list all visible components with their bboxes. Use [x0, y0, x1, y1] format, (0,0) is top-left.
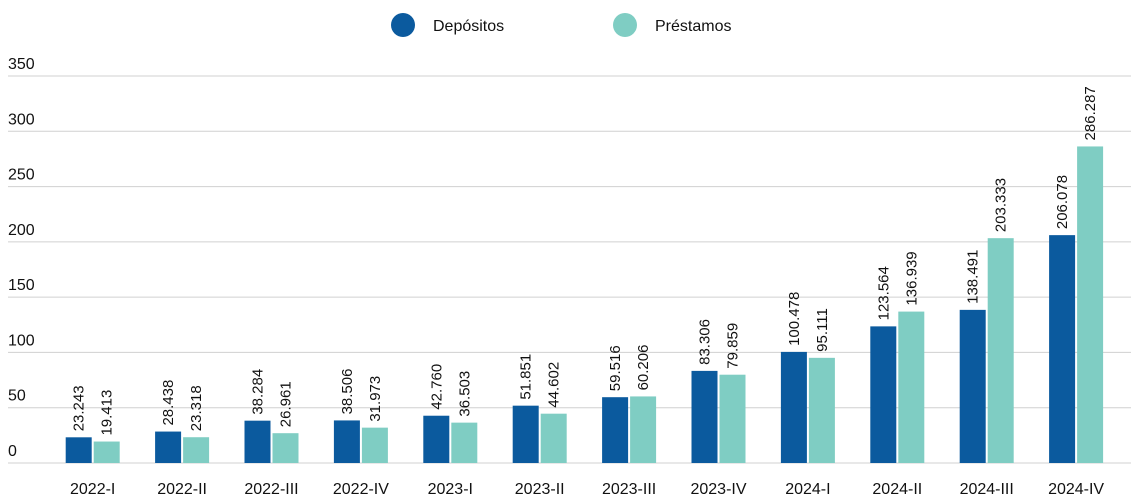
bar: [451, 422, 478, 463]
value-label: 31.973: [367, 376, 384, 422]
value-label: 123.564: [875, 266, 892, 320]
x-tick-label: 2023-I: [428, 481, 473, 498]
x-tick-label: 2022-II: [157, 481, 207, 498]
legend-swatch: [613, 13, 637, 37]
value-label: 23.243: [71, 385, 88, 431]
value-label: 136.939: [903, 251, 920, 305]
bar: [93, 441, 120, 463]
bar: [808, 357, 835, 463]
value-label: 38.506: [339, 369, 356, 415]
bar: [65, 437, 92, 463]
x-tick-label: 2023-III: [602, 481, 656, 498]
x-tick-label: 2022-IV: [333, 481, 389, 498]
x-tick-label: 2024-I: [785, 481, 830, 498]
bar: [602, 397, 629, 463]
value-label: 38.284: [250, 369, 267, 415]
bar: [361, 427, 388, 463]
x-tick-label: 2023-IV: [690, 481, 746, 498]
value-label: 19.413: [99, 390, 116, 436]
value-label: 59.516: [607, 345, 624, 391]
value-label: 286.287: [1082, 86, 1099, 140]
bar: [155, 431, 182, 463]
value-label: 79.859: [725, 323, 742, 369]
value-label: 100.478: [786, 292, 803, 346]
bar: [183, 437, 210, 463]
y-tick-label: 350: [8, 56, 35, 73]
legend-swatch: [391, 13, 415, 37]
x-tick-label: 2024-II: [872, 481, 922, 498]
y-tick-label: 250: [8, 167, 35, 184]
value-label: 42.760: [428, 364, 445, 410]
bar: [870, 326, 897, 463]
x-tick-label: 2023-II: [515, 481, 565, 498]
bar: [780, 351, 807, 463]
value-label: 51.851: [518, 354, 535, 400]
bar: [691, 370, 718, 463]
value-label: 26.961: [278, 381, 295, 427]
value-label: 83.306: [697, 319, 714, 365]
bar: [512, 405, 539, 463]
y-tick-label: 150: [8, 277, 35, 294]
x-tick-label: 2024-IV: [1048, 481, 1104, 498]
value-label: 203.333: [993, 178, 1010, 232]
value-label: 28.438: [160, 380, 177, 426]
value-label: 206.078: [1054, 175, 1071, 229]
value-label: 60.206: [635, 345, 652, 391]
value-label: 23.318: [188, 385, 205, 431]
bar: [540, 413, 567, 463]
bar: [898, 311, 925, 463]
bar: [630, 396, 657, 463]
y-tick-label: 50: [8, 388, 26, 405]
x-tick-label: 2024-III: [960, 481, 1014, 498]
legend-label: Depósitos: [433, 18, 504, 35]
x-tick-label: 2022-I: [70, 481, 115, 498]
bar: [244, 420, 271, 463]
bar: [719, 374, 746, 463]
y-tick-label: 0: [8, 443, 17, 460]
y-tick-label: 200: [8, 222, 35, 239]
value-label: 95.111: [814, 308, 831, 352]
bar: [272, 433, 299, 463]
value-label: 44.602: [546, 362, 563, 408]
y-tick-label: 100: [8, 332, 35, 349]
value-label: 36.503: [456, 371, 473, 417]
x-tick-label: 2022-III: [244, 481, 298, 498]
value-label: 138.491: [965, 250, 982, 304]
bar: [1049, 235, 1076, 463]
bar: [987, 238, 1014, 463]
y-tick-label: 300: [8, 111, 35, 128]
bar: [333, 420, 360, 463]
bar: [423, 415, 450, 463]
bar: [959, 309, 986, 463]
legend-label: Préstamos: [655, 18, 731, 35]
bar: [1077, 146, 1104, 464]
